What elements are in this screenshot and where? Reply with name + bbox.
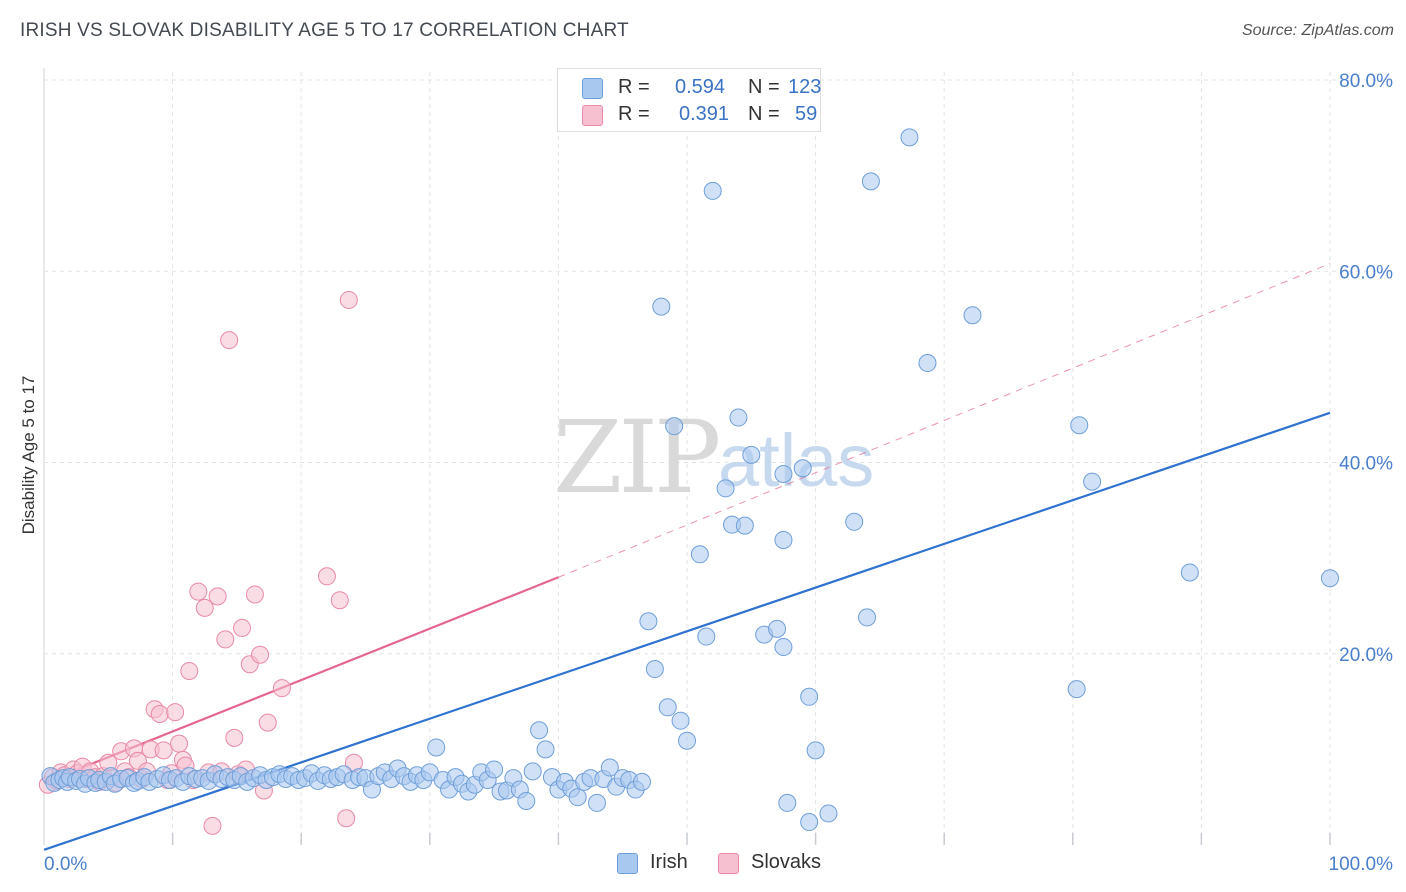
watermark-zip: ZIP xyxy=(553,399,718,516)
irish-point xyxy=(861,172,880,191)
slovak-point xyxy=(154,741,173,760)
watermark-atlas: atlas xyxy=(718,419,874,502)
chart-title: IRISH VS SLOVAK DISABILITY AGE 5 TO 17 C… xyxy=(20,20,629,41)
irish-point xyxy=(427,738,446,757)
irish-point xyxy=(690,545,709,564)
irish-n-value: 123 xyxy=(788,76,822,98)
y-tick-labels: 20.0% 40.0% 60.0% 80.0% xyxy=(1339,71,1393,666)
irish-point xyxy=(778,793,797,812)
y-tick-label: 80.0% xyxy=(1339,71,1393,92)
x-tick-label: 0.0% xyxy=(44,854,87,875)
irish-point xyxy=(806,741,825,760)
irish-point xyxy=(1180,563,1199,582)
irish-point xyxy=(774,464,793,483)
irish-point xyxy=(768,619,787,638)
slovak-point xyxy=(251,645,270,664)
x-tick-label: 100.0% xyxy=(1329,854,1394,875)
source-label: Source: ZipAtlas.com xyxy=(1241,22,1394,39)
irish-point xyxy=(742,445,761,464)
irish-legend-label: Irish xyxy=(650,851,688,873)
irish-point xyxy=(1067,680,1086,699)
irish-point xyxy=(671,711,690,730)
irish-point xyxy=(716,479,735,498)
irish-point xyxy=(652,297,671,316)
slovak-point xyxy=(189,582,208,601)
irish-r-label: R = xyxy=(618,76,650,98)
irish-point xyxy=(587,793,606,812)
irish-point xyxy=(1321,569,1339,588)
slovak-point xyxy=(225,728,244,747)
irish-point xyxy=(658,698,677,717)
slovak-point xyxy=(195,598,214,617)
slovak-trend-extension xyxy=(558,263,1331,578)
slovak-point xyxy=(180,661,199,680)
irish-point xyxy=(963,306,982,325)
slovak-point xyxy=(330,591,349,610)
irish-point xyxy=(703,181,722,200)
irish-point xyxy=(774,638,793,657)
irish-point xyxy=(1070,416,1089,435)
irish-point xyxy=(678,731,696,750)
slovak-swatch xyxy=(582,105,603,126)
slovak-legend-label: Slovaks xyxy=(751,851,822,873)
irish-point xyxy=(845,512,864,531)
slovak-r-value: 0.391 xyxy=(679,103,730,125)
y-tick-label: 40.0% xyxy=(1339,454,1393,475)
irish-point xyxy=(639,612,658,631)
slovak-point xyxy=(317,567,336,586)
slovak-point xyxy=(258,713,277,732)
irish-point xyxy=(819,804,838,823)
irish-point xyxy=(645,660,664,679)
irish-point xyxy=(900,128,919,147)
irish-point xyxy=(632,772,651,791)
slovak-point xyxy=(150,704,169,723)
slovak-legend-swatch xyxy=(718,853,739,874)
slovak-points xyxy=(38,290,363,835)
irish-point xyxy=(1083,472,1102,491)
slovak-point xyxy=(170,734,189,753)
irish-point xyxy=(800,813,819,832)
slovak-point xyxy=(272,679,291,698)
zipatlas-watermark: ZIP atlas xyxy=(553,399,874,516)
irish-point xyxy=(774,530,793,549)
irish-point xyxy=(600,758,619,777)
irish-point xyxy=(697,627,716,646)
irish-point xyxy=(735,516,754,535)
legend-box: R = 0.594 N = 123 R = 0.391 N = 59 xyxy=(557,68,821,132)
slovak-n-value: 59 xyxy=(795,103,818,125)
irish-point xyxy=(530,721,549,740)
slovak-point xyxy=(220,331,239,350)
irish-r-value: 0.594 xyxy=(675,76,726,98)
irish-point xyxy=(918,354,937,373)
slovak-point xyxy=(337,809,356,828)
slovak-point xyxy=(166,703,185,722)
irish-point xyxy=(523,762,542,781)
irish-n-label: N = xyxy=(748,76,780,98)
irish-point xyxy=(568,788,587,807)
irish-point xyxy=(485,760,504,779)
irish-point xyxy=(800,687,819,706)
y-tick-label: 60.0% xyxy=(1339,262,1393,283)
irish-point xyxy=(517,792,536,811)
irish-point xyxy=(729,408,748,427)
irish-points xyxy=(41,128,1339,832)
slovak-point xyxy=(208,587,227,606)
irish-point xyxy=(536,740,555,759)
slovak-point xyxy=(233,618,252,637)
irish-swatch xyxy=(582,78,603,99)
slovak-r-label: R = xyxy=(618,103,650,125)
y-axis-label: Disability Age 5 to 17 xyxy=(19,376,38,535)
y-tick-label: 20.0% xyxy=(1339,645,1393,666)
slovak-point xyxy=(216,630,235,649)
slovak-point xyxy=(339,290,358,309)
irish-point xyxy=(858,608,877,627)
x-tick-labels: 0.0% 100.0% xyxy=(44,854,1393,875)
slovak-point xyxy=(203,816,222,835)
irish-legend-swatch xyxy=(617,853,638,874)
slovak-n-label: N = xyxy=(748,103,780,125)
slovak-point xyxy=(245,585,264,604)
irish-point xyxy=(665,417,684,436)
irish-point xyxy=(793,459,812,478)
